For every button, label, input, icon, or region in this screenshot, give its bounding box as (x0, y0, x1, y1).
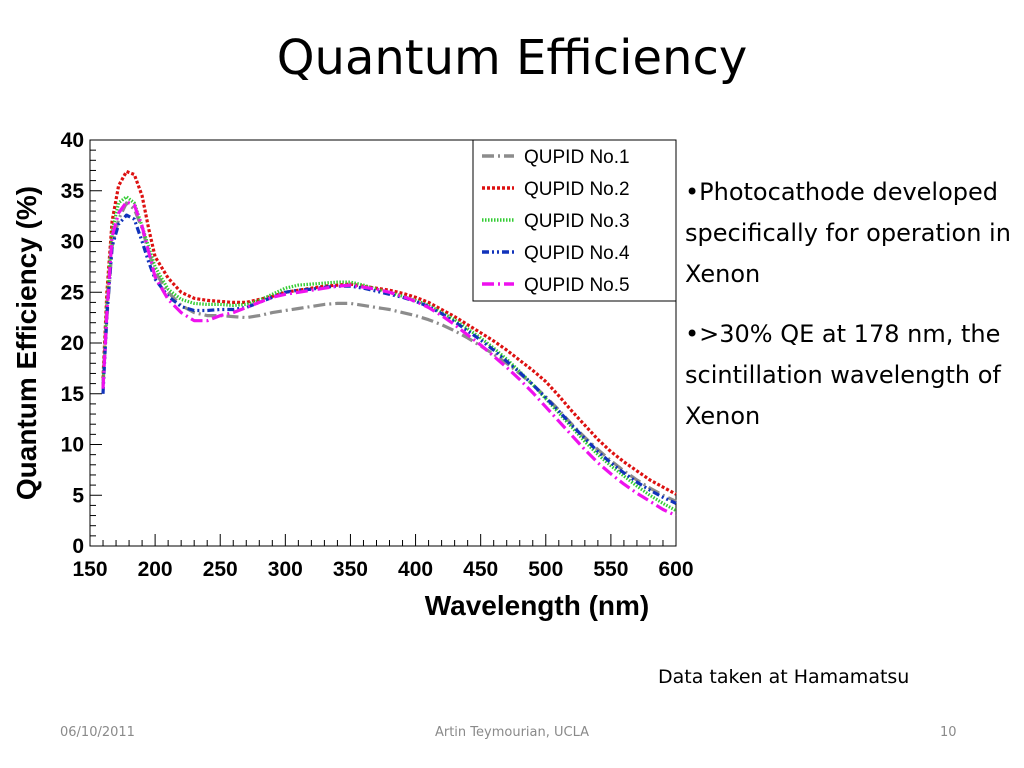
series-line-qupid-5 (101, 200, 677, 518)
footer-author: Artin Teymourian, UCLA (434, 725, 590, 740)
bullet-item: •>30% QE at 178 nm, the scintillation wa… (685, 320, 1001, 430)
legend: QUPID No.1 QUPID No.2 QUPID No.3 QUPID No.4… (472, 139, 677, 302)
x-tick-label: 150 (72, 558, 107, 581)
x-tick-label: 350 (333, 558, 368, 581)
y-tick-label: 35 (61, 180, 85, 203)
bullet-item: •Photocathode developed specifically for… (685, 178, 1011, 288)
y-tick-label: 20 (61, 332, 84, 355)
y-tick-label: 5 (72, 484, 84, 507)
series-line-qupid-1 (101, 201, 677, 503)
legend-label: QUPID No.4 (524, 243, 630, 264)
legend-label: QUPID No.2 (524, 179, 630, 200)
x-tick-label: 500 (528, 558, 563, 581)
footer-date: 06/10/2011 (60, 725, 135, 740)
y-tick-label: 0 (72, 535, 84, 558)
x-axis-label: Wavelength (nm) (425, 590, 650, 621)
x-tick-label: 600 (658, 558, 693, 581)
y-tick-label: 30 (61, 231, 84, 254)
x-tick-label: 300 (268, 558, 303, 581)
x-tick-label: 400 (398, 558, 433, 581)
y-tick-label: 15 (61, 383, 85, 406)
footer-page-number: 10 (940, 725, 957, 740)
y-tick-label: 25 (61, 281, 85, 304)
legend-label: QUPID No.1 (524, 147, 630, 168)
y-tick-label: 10 (61, 434, 84, 457)
legend-label: QUPID No.3 (524, 211, 630, 232)
series-line-qupid-2 (101, 169, 677, 496)
x-tick-label: 200 (138, 558, 173, 581)
quantum-efficiency-chart: 0 5 10 15 20 25 30 35 40 150 200 250 300 350 400 450 50… (11, 129, 694, 621)
x-tick-label: 550 (593, 558, 628, 581)
data-source-note: Data taken at Hamamatsu (658, 666, 910, 688)
slide-title: Quantum Efficiency (276, 30, 748, 86)
legend-label: QUPID No.5 (524, 275, 630, 296)
bullet-list: •Photocathode developed specifically for… (685, 172, 1015, 456)
x-tick-label: 250 (203, 558, 238, 581)
y-axis-label: Quantum Efficiency (%) (11, 186, 42, 500)
x-tick-label: 450 (463, 558, 498, 581)
y-tick-label: 40 (61, 129, 84, 152)
